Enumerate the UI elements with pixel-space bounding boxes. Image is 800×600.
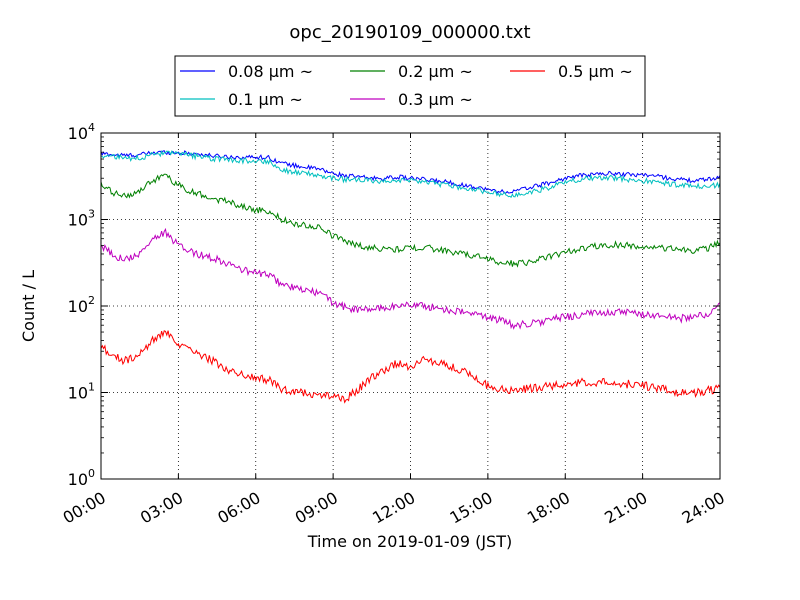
legend-label: 0.2 μm ~ (398, 62, 473, 81)
series-line (100, 149, 721, 198)
y-axis-label: Count / L (19, 270, 38, 342)
legend-item: 0.08 μm ~ (180, 62, 313, 81)
y-tick-label: 101 (68, 381, 95, 403)
legend: 0.08 μm ~ 0.1 μm ~ 0.2 μm ~ 0.3 μm ~ 0.5 μm … (174, 55, 646, 117)
series-line (100, 173, 721, 268)
series-layer (100, 149, 721, 404)
legend-item: 0.5 μm ~ (510, 62, 633, 81)
legend-item: 0.3 μm ~ (350, 90, 473, 109)
legend-label: 0.08 μm ~ (228, 62, 313, 81)
series-line (100, 227, 721, 330)
legend-label: 0.5 μm ~ (558, 62, 633, 81)
y-tick-label: 100 (68, 467, 95, 489)
y-tick-label: 104 (68, 121, 95, 143)
legend-item: 0.1 μm ~ (180, 90, 303, 109)
y-axis: 100 101 102 103 104 (68, 121, 720, 489)
legend-label: 0.1 μm ~ (228, 90, 303, 109)
legend-label: 0.3 μm ~ (398, 90, 473, 109)
legend-item: 0.2 μm ~ (350, 62, 473, 81)
y-tick-label: 102 (68, 294, 95, 316)
legend-box (174, 55, 646, 117)
y-tick-label: 103 (68, 208, 95, 230)
x-axis-label: Time on 2019-01-09 (JST) (307, 532, 512, 551)
series-line (100, 330, 721, 404)
chart-title: opc_20190109_000000.txt (289, 22, 530, 43)
